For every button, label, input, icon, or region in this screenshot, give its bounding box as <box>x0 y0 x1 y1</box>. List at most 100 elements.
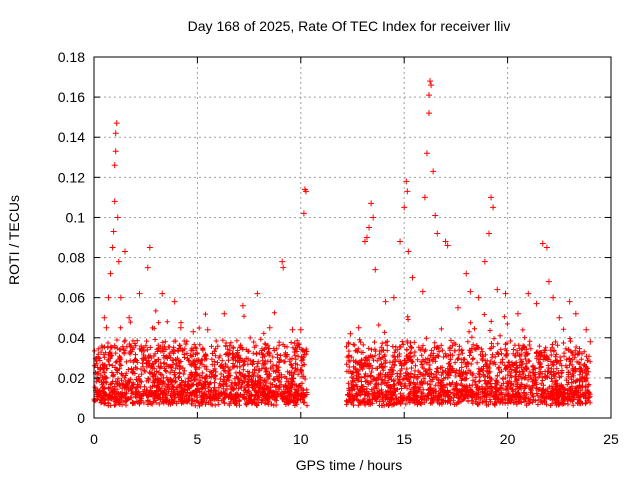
data-point <box>110 228 117 235</box>
data-point <box>347 330 354 337</box>
data-point <box>113 120 120 127</box>
data-point <box>112 148 119 155</box>
data-point <box>159 290 166 297</box>
data-points <box>93 78 594 377</box>
data-point <box>114 214 121 221</box>
dense-point-cloud <box>91 308 593 409</box>
x-tick-label: 10 <box>293 431 309 447</box>
chart-title: Day 168 of 2025, Rate Of TEC Index for r… <box>188 18 511 34</box>
data-point <box>481 258 488 265</box>
data-point <box>525 290 532 297</box>
plot-frame <box>93 56 612 419</box>
data-point <box>543 244 550 251</box>
data-point <box>279 258 286 265</box>
y-tick-label: 0.1 <box>66 209 86 225</box>
data-point <box>463 270 470 277</box>
data-point <box>99 344 106 351</box>
data-point <box>366 224 373 231</box>
y-tick-label: 0 <box>77 410 85 426</box>
y-tick-label: 0.16 <box>58 89 85 105</box>
y-tick-label: 0.12 <box>58 169 85 185</box>
data-point <box>370 214 377 221</box>
data-point <box>171 298 178 305</box>
data-point <box>122 248 129 255</box>
data-point <box>144 264 151 271</box>
data-point <box>190 328 197 335</box>
data-point <box>361 238 368 245</box>
x-tick-label: 25 <box>603 431 619 447</box>
data-point <box>117 294 124 301</box>
data-point <box>502 290 509 297</box>
data-point <box>112 130 119 137</box>
data-point <box>403 178 410 185</box>
data-point <box>115 258 122 265</box>
data-point <box>421 194 428 201</box>
data-point <box>239 302 246 309</box>
data-point <box>467 288 474 295</box>
data-point <box>490 204 497 211</box>
data-point <box>302 188 309 195</box>
data-point <box>442 238 449 245</box>
data-point <box>390 294 397 301</box>
data-point <box>419 288 426 295</box>
data-point <box>550 294 557 301</box>
data-point <box>136 290 143 297</box>
data-point <box>533 300 540 307</box>
data-point <box>126 314 133 321</box>
data-point <box>426 92 433 99</box>
data-point <box>103 324 110 331</box>
y-tick-label: 0.14 <box>58 129 85 145</box>
y-tick-label: 0.08 <box>58 250 85 266</box>
data-point <box>432 212 439 219</box>
x-tick-label: 0 <box>90 431 98 447</box>
data-point <box>434 230 441 237</box>
data-point <box>204 326 211 333</box>
data-point <box>382 298 389 305</box>
y-tick-label: 0.18 <box>58 49 85 65</box>
x-tick-label: 15 <box>396 431 412 447</box>
y-tick-label: 0.02 <box>58 370 85 386</box>
data-point <box>363 234 370 241</box>
data-point <box>397 238 404 245</box>
data-point <box>107 270 114 277</box>
data-point <box>289 326 296 333</box>
data-point <box>297 326 304 333</box>
data-point <box>109 244 116 251</box>
x-tick-label: 20 <box>500 431 516 447</box>
data-point <box>221 310 228 317</box>
data-point <box>266 324 273 331</box>
data-point <box>545 278 552 285</box>
y-tick-label: 0.06 <box>58 290 85 306</box>
data-point <box>254 290 261 297</box>
data-point <box>475 294 482 301</box>
data-point <box>494 286 501 293</box>
data-point <box>454 304 461 311</box>
data-point <box>404 188 411 195</box>
data-point <box>111 198 118 205</box>
data-point <box>556 314 563 321</box>
data-point <box>583 326 590 333</box>
data-point <box>572 310 579 317</box>
data-point <box>485 230 492 237</box>
data-point <box>409 274 416 281</box>
data-point <box>372 266 379 273</box>
data-point <box>488 194 495 201</box>
data-point <box>444 242 451 249</box>
data-point <box>280 264 287 271</box>
x-tick-label: 5 <box>194 431 202 447</box>
data-point <box>587 338 594 345</box>
y-axis-label: ROTI / TECUs <box>6 195 22 285</box>
data-point <box>427 78 434 85</box>
axis-ticks: 0 5 10 15 20 25 0 0.02 0.04 0.06 0.08 0.1 0.12 0.14 0.… <box>58 49 619 447</box>
data-point <box>300 210 307 217</box>
data-point <box>539 240 546 247</box>
data-point <box>101 314 108 321</box>
dense-point-cloud-path <box>91 308 593 409</box>
data-point <box>111 162 118 169</box>
data-point <box>105 294 112 301</box>
data-point <box>95 354 102 361</box>
data-point <box>355 324 362 331</box>
data-point <box>146 244 153 251</box>
data-point <box>514 310 521 317</box>
